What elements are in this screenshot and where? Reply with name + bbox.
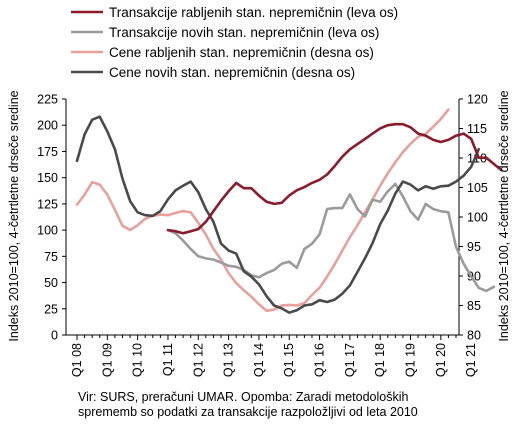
x-tick-label: Q1 19	[404, 343, 418, 377]
right-axis-title: Indeks 2010=100, 4-četrtletne drseče sre…	[497, 90, 511, 341]
x-tick-label: Q1 13	[222, 343, 236, 377]
source-note-line-2: sprememb so podatki za transakcije razpo…	[78, 405, 418, 419]
x-tick-label: Q1 09	[100, 343, 114, 377]
series-line-3	[75, 108, 450, 313]
x-tick-label: Q1 21	[464, 343, 478, 377]
right-tick-label: 120	[467, 93, 488, 107]
right-tick-label: 115	[467, 122, 487, 136]
left-tick-label: 150	[37, 171, 58, 185]
legend-label: Transakcije novih stan. nepremičnin (lev…	[109, 25, 379, 40]
x-tick-label: Q1 16	[313, 343, 327, 377]
x-tick-label: Q1 12	[191, 343, 205, 377]
left-axis-title: Indeks 2010=100, 4-četrtletne drseče sre…	[7, 90, 21, 341]
legend-label: Cene novih stan. nepremičnin (desna os)	[109, 65, 355, 80]
left-tick-label: 175	[37, 145, 58, 159]
left-tick-label: 50	[44, 276, 58, 290]
plot-frame	[65, 99, 460, 336]
left-tick-label: 75	[44, 250, 58, 264]
x-tick-label: Q1 17	[343, 343, 357, 377]
source-note-line-1: Vir: SURS, preračuni UMAR. Opomba: Zarad…	[78, 390, 409, 404]
x-tick-label: Q1 14	[252, 343, 266, 377]
series-line-2	[166, 182, 496, 293]
right-tick-label: 105	[467, 181, 488, 195]
series-line-4	[75, 115, 481, 314]
left-tick-label: 200	[37, 119, 58, 133]
left-tick-label: 25	[44, 302, 58, 316]
left-tick-label: 0	[51, 329, 58, 343]
series-lines	[75, 108, 503, 314]
x-axis-ticks: Q1 08 Q1 09 Q1 10 Q1 11 Q1 12 Q1 13 Q1 14 Q1 15…	[70, 335, 478, 377]
x-tick-label: Q1 11	[161, 343, 175, 376]
right-tick-label: 95	[467, 240, 481, 254]
x-tick-label: Q1 10	[131, 343, 145, 377]
legend-label: Cene rabljenih stan. nepremičnin (desna …	[109, 45, 374, 60]
left-tick-label: 125	[37, 197, 58, 211]
series-line-1	[166, 122, 503, 235]
left-tick-label: 100	[37, 224, 58, 238]
x-tick-label: Q1 15	[282, 343, 296, 377]
x-tick-label: Q1 18	[373, 343, 387, 377]
right-tick-label: 85	[467, 299, 481, 313]
x-tick-label: Q1 20	[434, 343, 448, 377]
left-axis-ticks: 0 25 50 75 100 125 150 175 200 225	[37, 93, 66, 343]
x-tick-label: Q1 08	[70, 343, 84, 377]
right-tick-label: 100	[467, 211, 488, 225]
legend-label: Transakcije rabljenih stan. nepremičnin …	[109, 5, 398, 20]
right-tick-label: 80	[467, 329, 481, 343]
left-tick-label: 225	[37, 93, 58, 107]
source-note: Vir: SURS, preračuni UMAR. Opomba: Zarad…	[78, 390, 498, 420]
legend: Transakcije rabljenih stan. nepremičnin …	[71, 5, 398, 80]
